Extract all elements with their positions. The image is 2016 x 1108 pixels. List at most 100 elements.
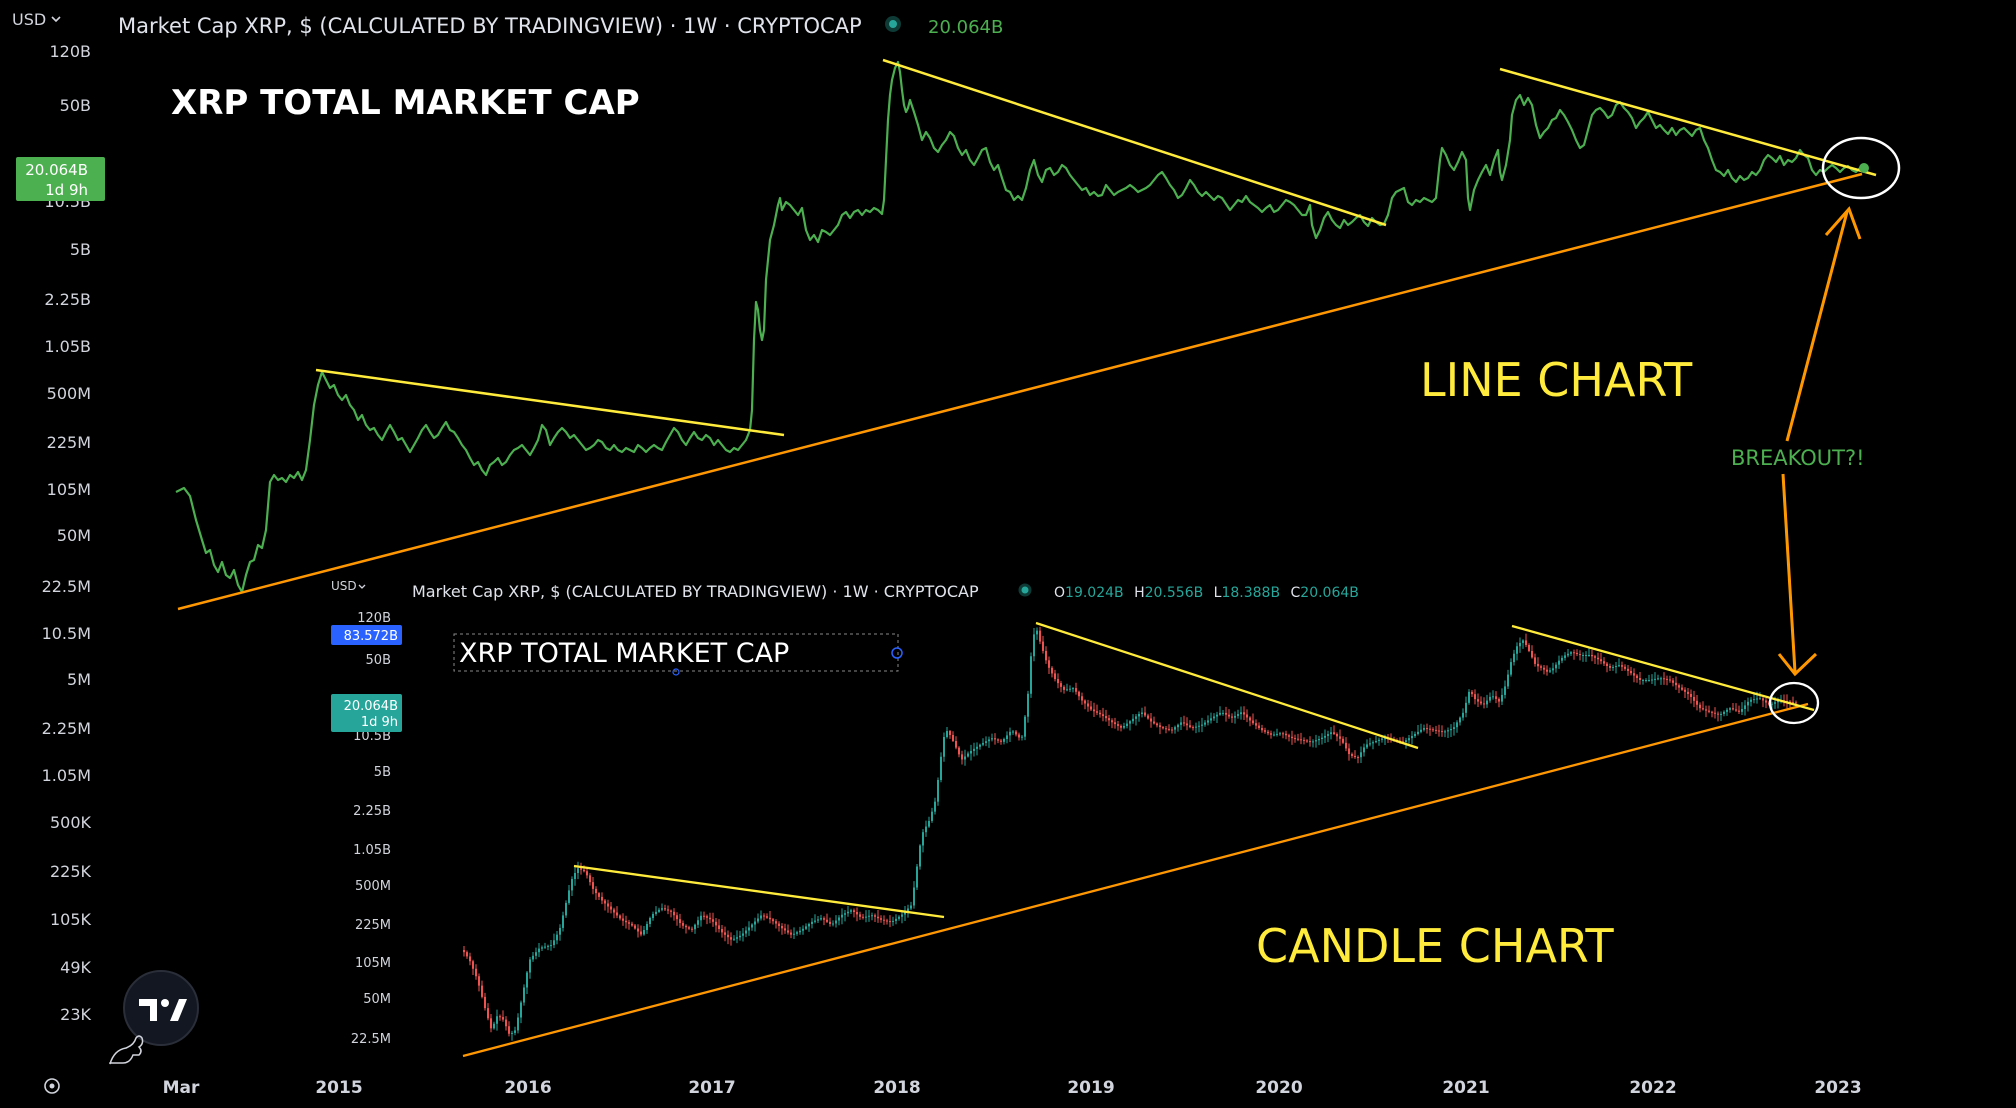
candle[interactable] xyxy=(1447,727,1449,738)
candle[interactable] xyxy=(1072,687,1074,693)
candle[interactable] xyxy=(1480,696,1482,706)
candle[interactable] xyxy=(1564,652,1566,661)
candle[interactable] xyxy=(1690,689,1692,704)
candle[interactable] xyxy=(928,816,930,828)
candle[interactable] xyxy=(1501,688,1503,705)
candle[interactable] xyxy=(1666,675,1668,686)
candle[interactable] xyxy=(1417,725,1419,736)
candle[interactable] xyxy=(466,950,468,959)
candle[interactable] xyxy=(1297,733,1299,742)
candle[interactable] xyxy=(676,912,678,926)
candle[interactable] xyxy=(796,930,798,936)
candle[interactable] xyxy=(964,749,966,766)
candle[interactable] xyxy=(1261,724,1263,733)
candle[interactable] xyxy=(1255,719,1257,730)
candle[interactable] xyxy=(1648,674,1650,682)
candle[interactable] xyxy=(868,910,870,922)
candle[interactable] xyxy=(1108,714,1110,726)
bottom-annotation-selection-box[interactable] xyxy=(453,633,899,672)
candle[interactable] xyxy=(1045,646,1047,664)
candle[interactable] xyxy=(1357,755,1359,764)
candle[interactable] xyxy=(895,914,897,925)
candle[interactable] xyxy=(1516,642,1518,661)
candle[interactable] xyxy=(1375,735,1377,744)
candle[interactable] xyxy=(754,917,756,932)
candle[interactable] xyxy=(961,750,963,765)
candle[interactable] xyxy=(1231,713,1233,723)
candle[interactable] xyxy=(838,915,840,926)
candle[interactable] xyxy=(514,1026,516,1036)
candle[interactable] xyxy=(1678,683,1680,694)
candle[interactable] xyxy=(1126,719,1128,729)
candle[interactable] xyxy=(787,924,789,935)
candle[interactable] xyxy=(619,914,621,921)
bottom-resistance-line-2016[interactable] xyxy=(573,864,945,919)
candle[interactable] xyxy=(1210,712,1212,724)
candle[interactable] xyxy=(1006,731,1008,744)
candle[interactable] xyxy=(955,736,957,750)
tradingview-logo-icon[interactable] xyxy=(123,970,199,1046)
candle[interactable] xyxy=(622,913,624,926)
candle[interactable] xyxy=(766,913,768,919)
candle[interactable] xyxy=(1345,737,1347,752)
candle[interactable] xyxy=(541,945,543,951)
candle[interactable] xyxy=(1732,703,1734,711)
candle[interactable] xyxy=(1213,713,1215,721)
candle[interactable] xyxy=(1174,725,1176,734)
candle[interactable] xyxy=(775,919,777,929)
candle[interactable] xyxy=(1699,702,1701,713)
candle[interactable] xyxy=(1321,733,1323,745)
candle[interactable] xyxy=(1063,685,1065,694)
candle[interactable] xyxy=(658,907,660,913)
candle[interactable] xyxy=(1279,731,1281,736)
candle[interactable] xyxy=(991,733,993,742)
candle[interactable] xyxy=(679,913,681,928)
candle[interactable] xyxy=(1228,709,1230,719)
candle[interactable] xyxy=(1549,667,1551,673)
candle[interactable] xyxy=(1531,645,1533,659)
candle[interactable] xyxy=(1342,736,1344,745)
candle[interactable] xyxy=(1675,676,1677,690)
candle[interactable] xyxy=(1570,651,1572,657)
annotation-handle-right-icon[interactable] xyxy=(891,647,903,659)
candle[interactable] xyxy=(646,921,648,934)
candle[interactable] xyxy=(1141,707,1143,718)
candle[interactable] xyxy=(697,916,699,929)
candle[interactable] xyxy=(829,917,831,927)
candle[interactable] xyxy=(655,906,657,916)
candle[interactable] xyxy=(874,913,876,923)
top-breakout-circle[interactable] xyxy=(1821,136,1901,200)
candle[interactable] xyxy=(1717,711,1719,722)
bottom-currency-chevron-icon[interactable] xyxy=(358,584,366,589)
candle[interactable] xyxy=(526,971,528,995)
candle[interactable] xyxy=(763,913,765,921)
candle[interactable] xyxy=(1186,717,1188,731)
candle[interactable] xyxy=(493,1021,495,1030)
candle[interactable] xyxy=(1120,724,1122,732)
top-chart[interactable]: USD Market Cap XRP, $ (CALCULATED BY TRA… xyxy=(12,10,1901,1098)
candle[interactable] xyxy=(1729,707,1731,713)
candle[interactable] xyxy=(1738,705,1740,715)
candle[interactable] xyxy=(559,924,561,941)
candle[interactable] xyxy=(1735,703,1737,712)
candle[interactable] xyxy=(640,925,642,937)
candle[interactable] xyxy=(1318,735,1320,746)
candle[interactable] xyxy=(901,911,903,924)
candle[interactable] xyxy=(748,921,750,936)
candle[interactable] xyxy=(568,884,570,905)
candle[interactable] xyxy=(463,946,465,957)
candle[interactable] xyxy=(1555,662,1557,673)
candle[interactable] xyxy=(1306,739,1308,743)
candle[interactable] xyxy=(1222,710,1224,716)
candle[interactable] xyxy=(1606,661,1608,673)
candle[interactable] xyxy=(817,915,819,923)
candle[interactable] xyxy=(574,866,576,886)
candle[interactable] xyxy=(1300,732,1302,745)
candle[interactable] xyxy=(1525,633,1527,648)
candle[interactable] xyxy=(877,909,879,923)
candle[interactable] xyxy=(550,940,552,951)
candle[interactable] xyxy=(1720,711,1722,721)
candle[interactable] xyxy=(1540,664,1542,671)
candle[interactable] xyxy=(1258,722,1260,730)
